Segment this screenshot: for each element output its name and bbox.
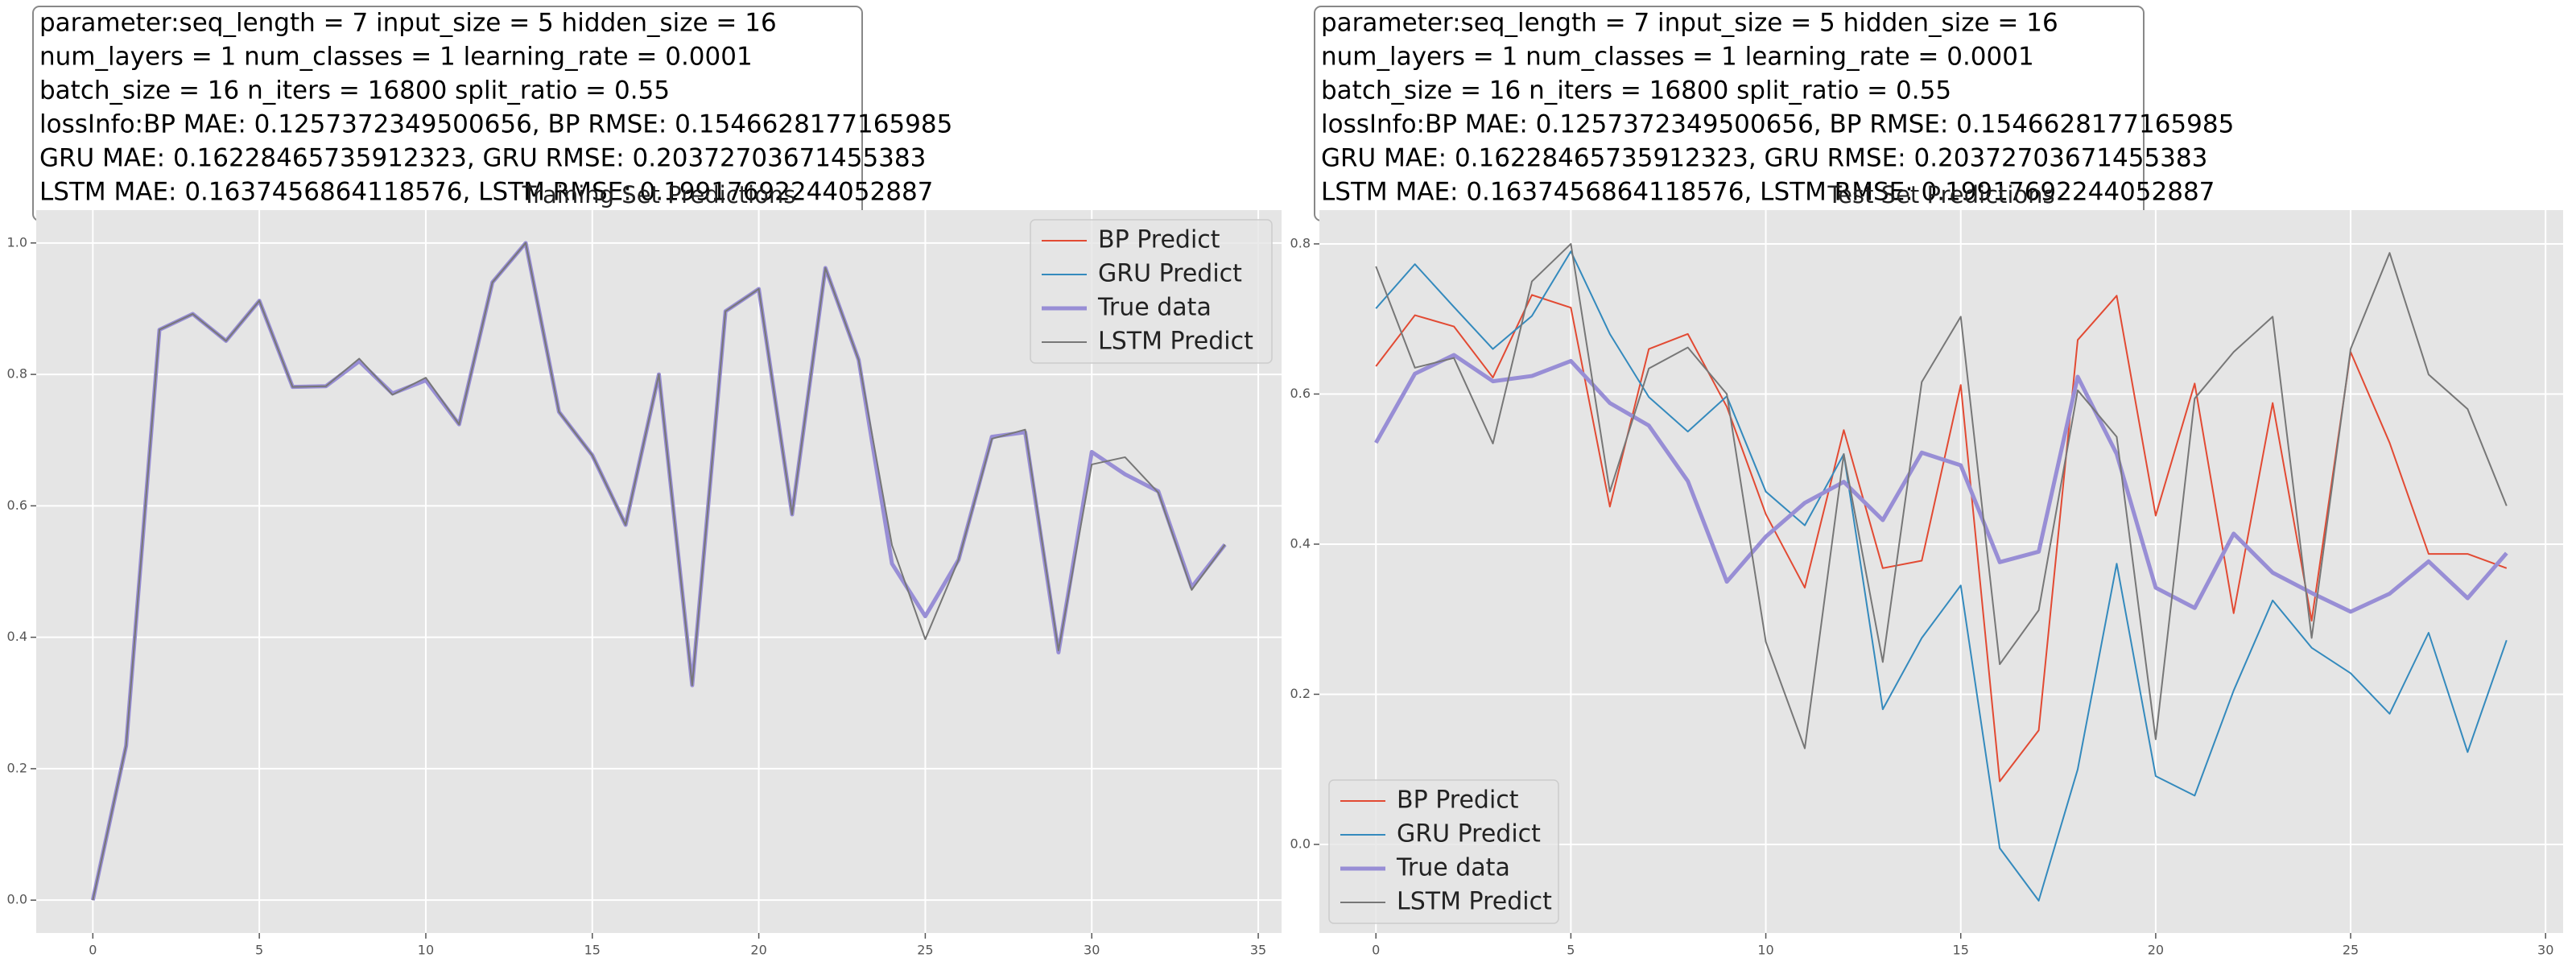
y-tick-label: 0.2 xyxy=(1290,686,1311,701)
annotation-line: LSTM MAE: 0.1637456864118576, LSTM RMSE:… xyxy=(39,178,933,207)
y-tick-label: 1.0 xyxy=(7,234,27,250)
series-line xyxy=(1374,353,2508,614)
annotation-line: num_layers = 1 num_classes = 1 learning_… xyxy=(1321,43,2034,72)
x-tick-label: 5 xyxy=(1567,943,1575,958)
annotation-line: num_layers = 1 num_classes = 1 learning_… xyxy=(39,43,753,72)
x-tick-label: 30 xyxy=(2537,943,2553,958)
y-tick-label: 0.8 xyxy=(1290,235,1311,250)
y-tick-label: 0.2 xyxy=(7,760,27,775)
x-tick-label: 25 xyxy=(917,943,933,958)
x-tick-label: 20 xyxy=(2148,943,2164,958)
x-tick-label: 10 xyxy=(1757,943,1773,958)
legend-label: LSTM Predict xyxy=(1098,328,1253,356)
legend-label: GRU Predict xyxy=(1098,260,1242,288)
chart: parameter:seq_length = 7 input_size = 5 … xyxy=(7,6,1282,958)
chart-title: Test Set Predictions xyxy=(1827,181,2054,208)
annotation-line: parameter:seq_length = 7 input_size = 5 … xyxy=(39,9,777,38)
x-tick-label: 0 xyxy=(1372,943,1380,958)
y-tick-label: 0.6 xyxy=(7,497,27,513)
y-tick-label: 0.4 xyxy=(1290,535,1311,551)
chart-title: Training Set Predictions xyxy=(522,181,796,208)
x-tick-label: 20 xyxy=(750,943,766,958)
x-tick-label: 35 xyxy=(1250,943,1266,958)
legend-label: True data xyxy=(1396,854,1510,882)
y-tick-label: 0.6 xyxy=(1290,386,1311,401)
series-line xyxy=(1375,242,2508,749)
annotation-line: LSTM MAE: 0.1637456864118576, LSTM RMSE:… xyxy=(1321,178,2215,207)
legend: BP Predict GRU Predict True data LSTM Predi… xyxy=(1328,779,1559,924)
legend-label: LSTM Predict xyxy=(1397,888,1552,916)
annotation-line: parameter:seq_length = 7 input_size = 5 … xyxy=(1321,9,2058,38)
annotation-line: lossInfo:BP MAE: 0.1257372349500656, BP … xyxy=(39,110,952,139)
x-tick-label: 15 xyxy=(584,943,601,958)
annotation-line: GRU MAE: 0.16228465735912323, GRU RMSE: … xyxy=(39,144,926,173)
y-tick-label: 0.0 xyxy=(1290,836,1311,851)
x-tick-label: 25 xyxy=(2343,943,2359,958)
series-line xyxy=(92,242,1226,901)
y-tick-label: 0.8 xyxy=(7,366,27,382)
x-tick-label: 30 xyxy=(1084,943,1100,958)
legend-label: GRU Predict xyxy=(1397,820,1541,848)
y-tick-label: 0.0 xyxy=(7,892,27,907)
legend-label: BP Predict xyxy=(1098,226,1220,254)
x-tick-label: 0 xyxy=(89,943,97,958)
series-line xyxy=(1375,250,2508,902)
x-tick-label: 10 xyxy=(418,943,434,958)
legend-label: BP Predict xyxy=(1397,786,1519,815)
chart: parameter:seq_length = 7 input_size = 5 … xyxy=(1290,6,2563,958)
legend-box xyxy=(1328,779,1559,924)
legend: BP Predict GRU Predict True data LSTM Predi… xyxy=(1030,219,1273,364)
x-tick-label: 15 xyxy=(1953,943,1969,958)
annotation-line: batch_size = 16 n_iters = 16800 split_ra… xyxy=(1321,76,1951,105)
y-tick-label: 0.4 xyxy=(7,629,27,644)
annotation-line: batch_size = 16 n_iters = 16800 split_ra… xyxy=(39,76,670,105)
x-tick-label: 5 xyxy=(255,943,263,958)
annotation-line: GRU MAE: 0.16228465735912323, GRU RMSE: … xyxy=(1321,144,2207,173)
legend-box xyxy=(1030,219,1273,364)
legend-label: True data xyxy=(1097,294,1212,322)
series-line xyxy=(1375,294,2508,782)
annotation-line: lossInfo:BP MAE: 0.1257372349500656, BP … xyxy=(1321,110,2234,139)
